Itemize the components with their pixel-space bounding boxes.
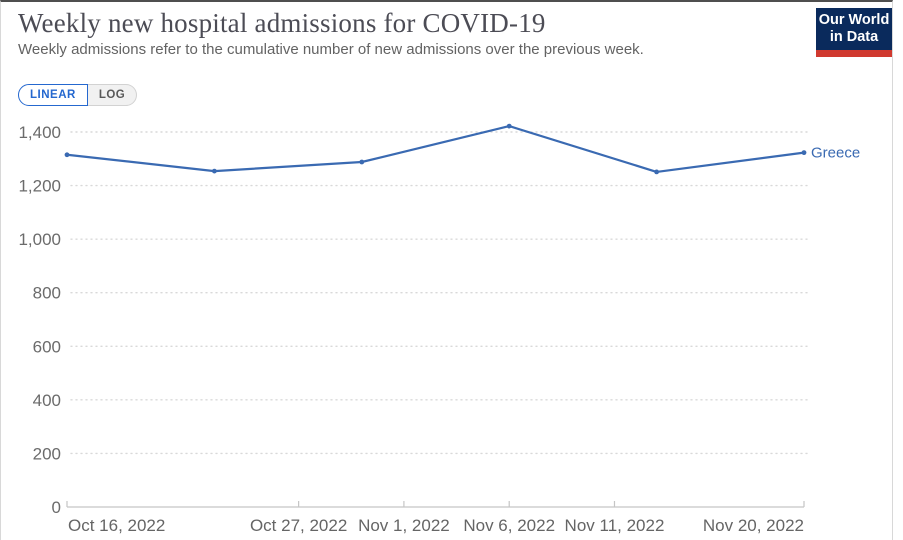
y-axis-tick-label: 800 xyxy=(33,284,61,303)
series-label[interactable]: Greece xyxy=(811,145,860,162)
data-point[interactable] xyxy=(801,150,807,156)
owid-logo[interactable]: Our World in Data xyxy=(816,8,892,57)
axis-scale-toggle: LINEAR LOG xyxy=(18,84,138,106)
y-axis-tick-label: 200 xyxy=(33,444,61,463)
x-axis-tick-label: Nov 6, 2022 xyxy=(463,516,555,535)
owid-logo-line2: in Data xyxy=(829,29,879,45)
x-axis-tick-label: Oct 27, 2022 xyxy=(250,516,347,535)
owid-logo-red-bar xyxy=(816,50,892,57)
y-axis-tick-label: 400 xyxy=(33,391,61,410)
log-scale-button[interactable]: LOG xyxy=(87,84,138,106)
x-axis-tick-label: Nov 11, 2022 xyxy=(565,516,665,535)
y-axis-tick-label: 1,200 xyxy=(18,177,61,196)
data-point[interactable] xyxy=(64,152,70,158)
x-axis-tick-label: Nov 1, 2022 xyxy=(358,516,450,535)
chart-subtitle: Weekly admissions refer to the cumulativ… xyxy=(18,41,644,58)
linear-scale-button[interactable]: LINEAR xyxy=(18,84,88,106)
data-point[interactable] xyxy=(506,123,512,129)
owid-logo-line1: Our World xyxy=(818,12,890,28)
data-point[interactable] xyxy=(212,168,217,174)
x-axis-tick-label: Nov 20, 2022 xyxy=(703,516,804,535)
y-axis-tick-label: 0 xyxy=(52,498,61,517)
page-title: Weekly new hospital admissions for COVID… xyxy=(18,8,546,38)
data-line-greece[interactable] xyxy=(65,125,806,174)
y-axis-tick-label: 1,400 xyxy=(18,123,61,142)
y-axis-tick-label: 600 xyxy=(33,337,61,356)
data-point[interactable] xyxy=(359,159,365,165)
y-axis-tick-label: 1,000 xyxy=(18,230,61,249)
x-axis-tick-label: Oct 16, 2022 xyxy=(68,516,165,535)
data-point[interactable] xyxy=(654,169,659,175)
